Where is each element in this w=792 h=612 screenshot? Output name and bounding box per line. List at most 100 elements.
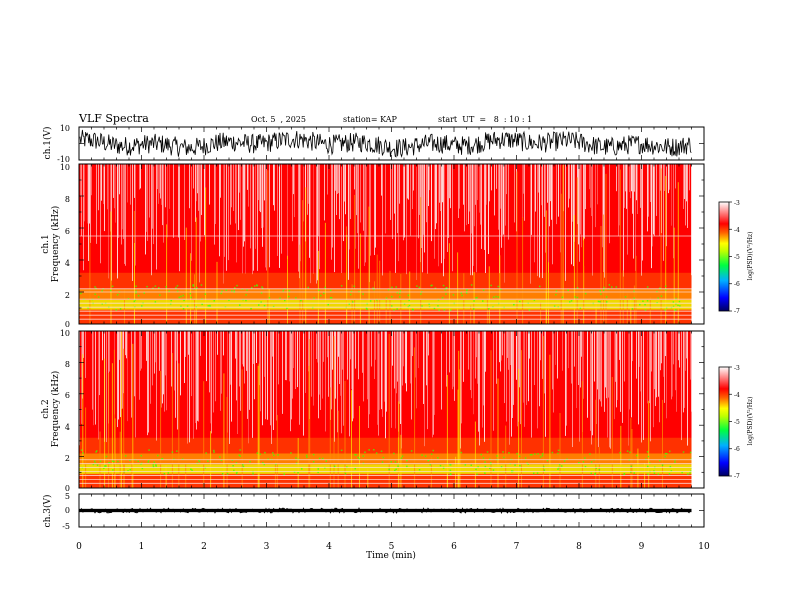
spectrogram-speckle (579, 307, 582, 309)
ch1-waveform-panel: 10 -10 ch.1(V) (42, 124, 705, 164)
spectrogram-speckle (375, 452, 378, 454)
spectrogram-streak (640, 164, 641, 208)
spectrogram-streak (687, 331, 688, 446)
spectrogram-streak (583, 331, 584, 399)
spectrogram-streak (293, 331, 294, 369)
spectrogram-streak (286, 331, 287, 381)
spectrogram-streak (184, 331, 185, 384)
spectrogram-streak (653, 331, 654, 428)
spectrogram-streak (592, 164, 593, 276)
spectrogram-speckle (615, 286, 618, 288)
spectrogram-streak (394, 331, 395, 389)
spectrogram-streak (672, 331, 673, 397)
spectrogram-speckle (449, 309, 452, 311)
spectrogram-streak (158, 164, 159, 204)
spectrogram-speckle (355, 454, 357, 456)
spectrogram-sferic (626, 293, 628, 324)
spectrogram-sferic (637, 448, 639, 488)
spectrogram-streak (623, 164, 624, 277)
spectrogram-streak (589, 164, 590, 190)
spectrogram-streak (369, 331, 370, 415)
spectrogram-speckle (96, 464, 99, 466)
spectrogram-streak (344, 164, 345, 202)
spectrogram-speckle (330, 297, 333, 299)
spectrogram-streak (381, 331, 382, 410)
spectrogram-speckle (364, 451, 366, 453)
spectrogram-speckle (576, 287, 579, 289)
spectrogram-speckle (531, 454, 533, 456)
spectrogram-speckle (500, 288, 502, 291)
spectrogram-streak (516, 331, 517, 380)
spectrogram-speckle (176, 290, 179, 293)
spectrogram-streak (147, 164, 148, 241)
spectrogram-speckle (647, 465, 649, 468)
spectrogram-streak (385, 164, 386, 234)
spectrogram-speckle (317, 471, 319, 474)
spectrogram-speckle (489, 458, 491, 460)
spectrogram-speckle (101, 303, 103, 305)
spectrogram-speckle (124, 455, 127, 457)
spectrogram-streak (332, 331, 333, 370)
spectrogram-speckle (395, 286, 397, 288)
spectrogram-speckle (157, 454, 159, 457)
ch2-cbar-tick-m5: -5 (734, 419, 740, 426)
spectrogram-speckle (300, 299, 302, 302)
spectrogram-speckle (584, 465, 587, 468)
spectrogram-streak (89, 164, 90, 224)
spectrogram-streak (382, 331, 383, 417)
spectrogram-speckle (437, 457, 439, 459)
spectrogram-speckle (570, 300, 573, 302)
spectrogram-streak (120, 331, 121, 418)
spectrogram-streak (320, 331, 321, 410)
spectrogram-speckle (390, 461, 392, 463)
spectrogram-streak (338, 164, 339, 194)
spectrogram-speckle (112, 469, 114, 471)
spectrogram-streak (243, 331, 244, 367)
spectrogram-sferic (516, 171, 518, 324)
spectrogram-streak (666, 331, 667, 419)
spectrogram-speckle (513, 303, 515, 306)
spectrogram-speckle (231, 290, 233, 292)
spectrogram-sferic (344, 381, 346, 488)
spectrogram-speckle (514, 464, 516, 466)
spectrogram-sferic (488, 266, 490, 324)
spectrogram-speckle (603, 286, 605, 289)
spectrogram-speckle (619, 451, 621, 454)
spectrogram-streak (571, 331, 572, 384)
spectrogram-streak (87, 164, 88, 224)
spectrogram-sferic (367, 469, 369, 488)
spectrogram-sferic (459, 369, 461, 488)
spectrogram-streak (484, 164, 485, 250)
spectrogram-streak (475, 164, 476, 205)
spectrogram-speckle (209, 305, 211, 308)
spectrogram-streak (362, 331, 363, 373)
spectrogram-speckle (295, 297, 297, 299)
spectrogram-speckle (664, 452, 667, 455)
spectrogram-sferic (630, 418, 632, 488)
spectrogram-speckle (464, 464, 467, 466)
spectrogram-streak (673, 331, 674, 365)
spectrogram-speckle (272, 452, 274, 454)
spectrogram-streak (84, 164, 85, 222)
date-label: Oct. 5 , 2025 (251, 115, 306, 124)
spectrogram-streak (132, 164, 133, 281)
spectrogram-sferic (490, 350, 492, 488)
spectrogram-speckle (657, 473, 660, 475)
spectrogram-streak (278, 331, 279, 385)
spectrogram-streak (297, 331, 298, 388)
xtick-1: 1 (139, 542, 145, 552)
spectrogram-streak (541, 164, 542, 206)
spectrogram-sferic (351, 284, 353, 324)
spectrogram-streak (255, 164, 256, 249)
spectrogram-streak (165, 164, 166, 208)
spectrogram-speckle (391, 305, 393, 307)
spectrogram-streak (678, 331, 679, 361)
spectrogram-streak (517, 331, 518, 427)
spectrogram-sferic (165, 465, 167, 488)
spectrogram-speckle (236, 471, 238, 473)
spectrogram-streak (134, 331, 135, 397)
spectrogram-streak (223, 331, 224, 356)
spectrogram-streak (624, 164, 625, 208)
spectrogram-streak (159, 331, 160, 371)
spectrogram-sferic (111, 363, 113, 488)
